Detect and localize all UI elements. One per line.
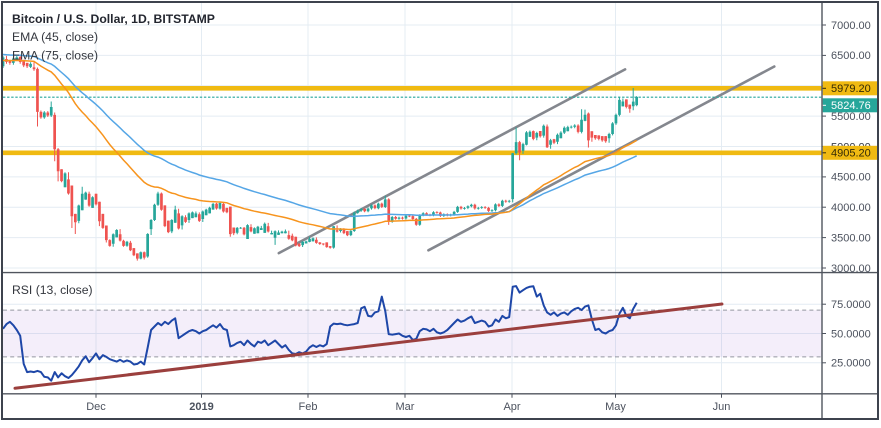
svg-text:5979.20: 5979.20 bbox=[831, 83, 871, 95]
svg-text:2019: 2019 bbox=[189, 401, 213, 413]
svg-text:5824.76: 5824.76 bbox=[831, 100, 871, 112]
svg-text:Bitcoin / U.S. Dollar, 1D, BIT: Bitcoin / U.S. Dollar, 1D, BITSTAMP bbox=[12, 12, 215, 26]
svg-text:3500.00: 3500.00 bbox=[831, 232, 871, 244]
svg-text:25.0000: 25.0000 bbox=[831, 358, 871, 370]
svg-text:4500.00: 4500.00 bbox=[831, 172, 871, 184]
svg-text:May: May bbox=[605, 401, 626, 413]
svg-text:50.0000: 50.0000 bbox=[831, 328, 871, 340]
svg-text:Apr: Apr bbox=[503, 401, 520, 413]
svg-text:7000.00: 7000.00 bbox=[831, 20, 871, 32]
svg-text:Mar: Mar bbox=[396, 401, 415, 413]
svg-text:4905.20: 4905.20 bbox=[831, 148, 871, 160]
svg-text:RSI (13, close): RSI (13, close) bbox=[12, 283, 93, 297]
svg-text:EMA (75, close): EMA (75, close) bbox=[12, 48, 98, 62]
svg-text:4000.00: 4000.00 bbox=[831, 202, 871, 214]
svg-text:Jun: Jun bbox=[713, 401, 731, 413]
svg-text:6500.00: 6500.00 bbox=[831, 50, 871, 62]
svg-text:5500.00: 5500.00 bbox=[831, 111, 871, 123]
svg-text:3000.00: 3000.00 bbox=[831, 263, 871, 275]
svg-text:EMA (45, close): EMA (45, close) bbox=[12, 30, 98, 44]
svg-text:Dec: Dec bbox=[86, 401, 106, 413]
svg-text:Feb: Feb bbox=[299, 401, 318, 413]
svg-text:75.0000: 75.0000 bbox=[831, 299, 871, 311]
